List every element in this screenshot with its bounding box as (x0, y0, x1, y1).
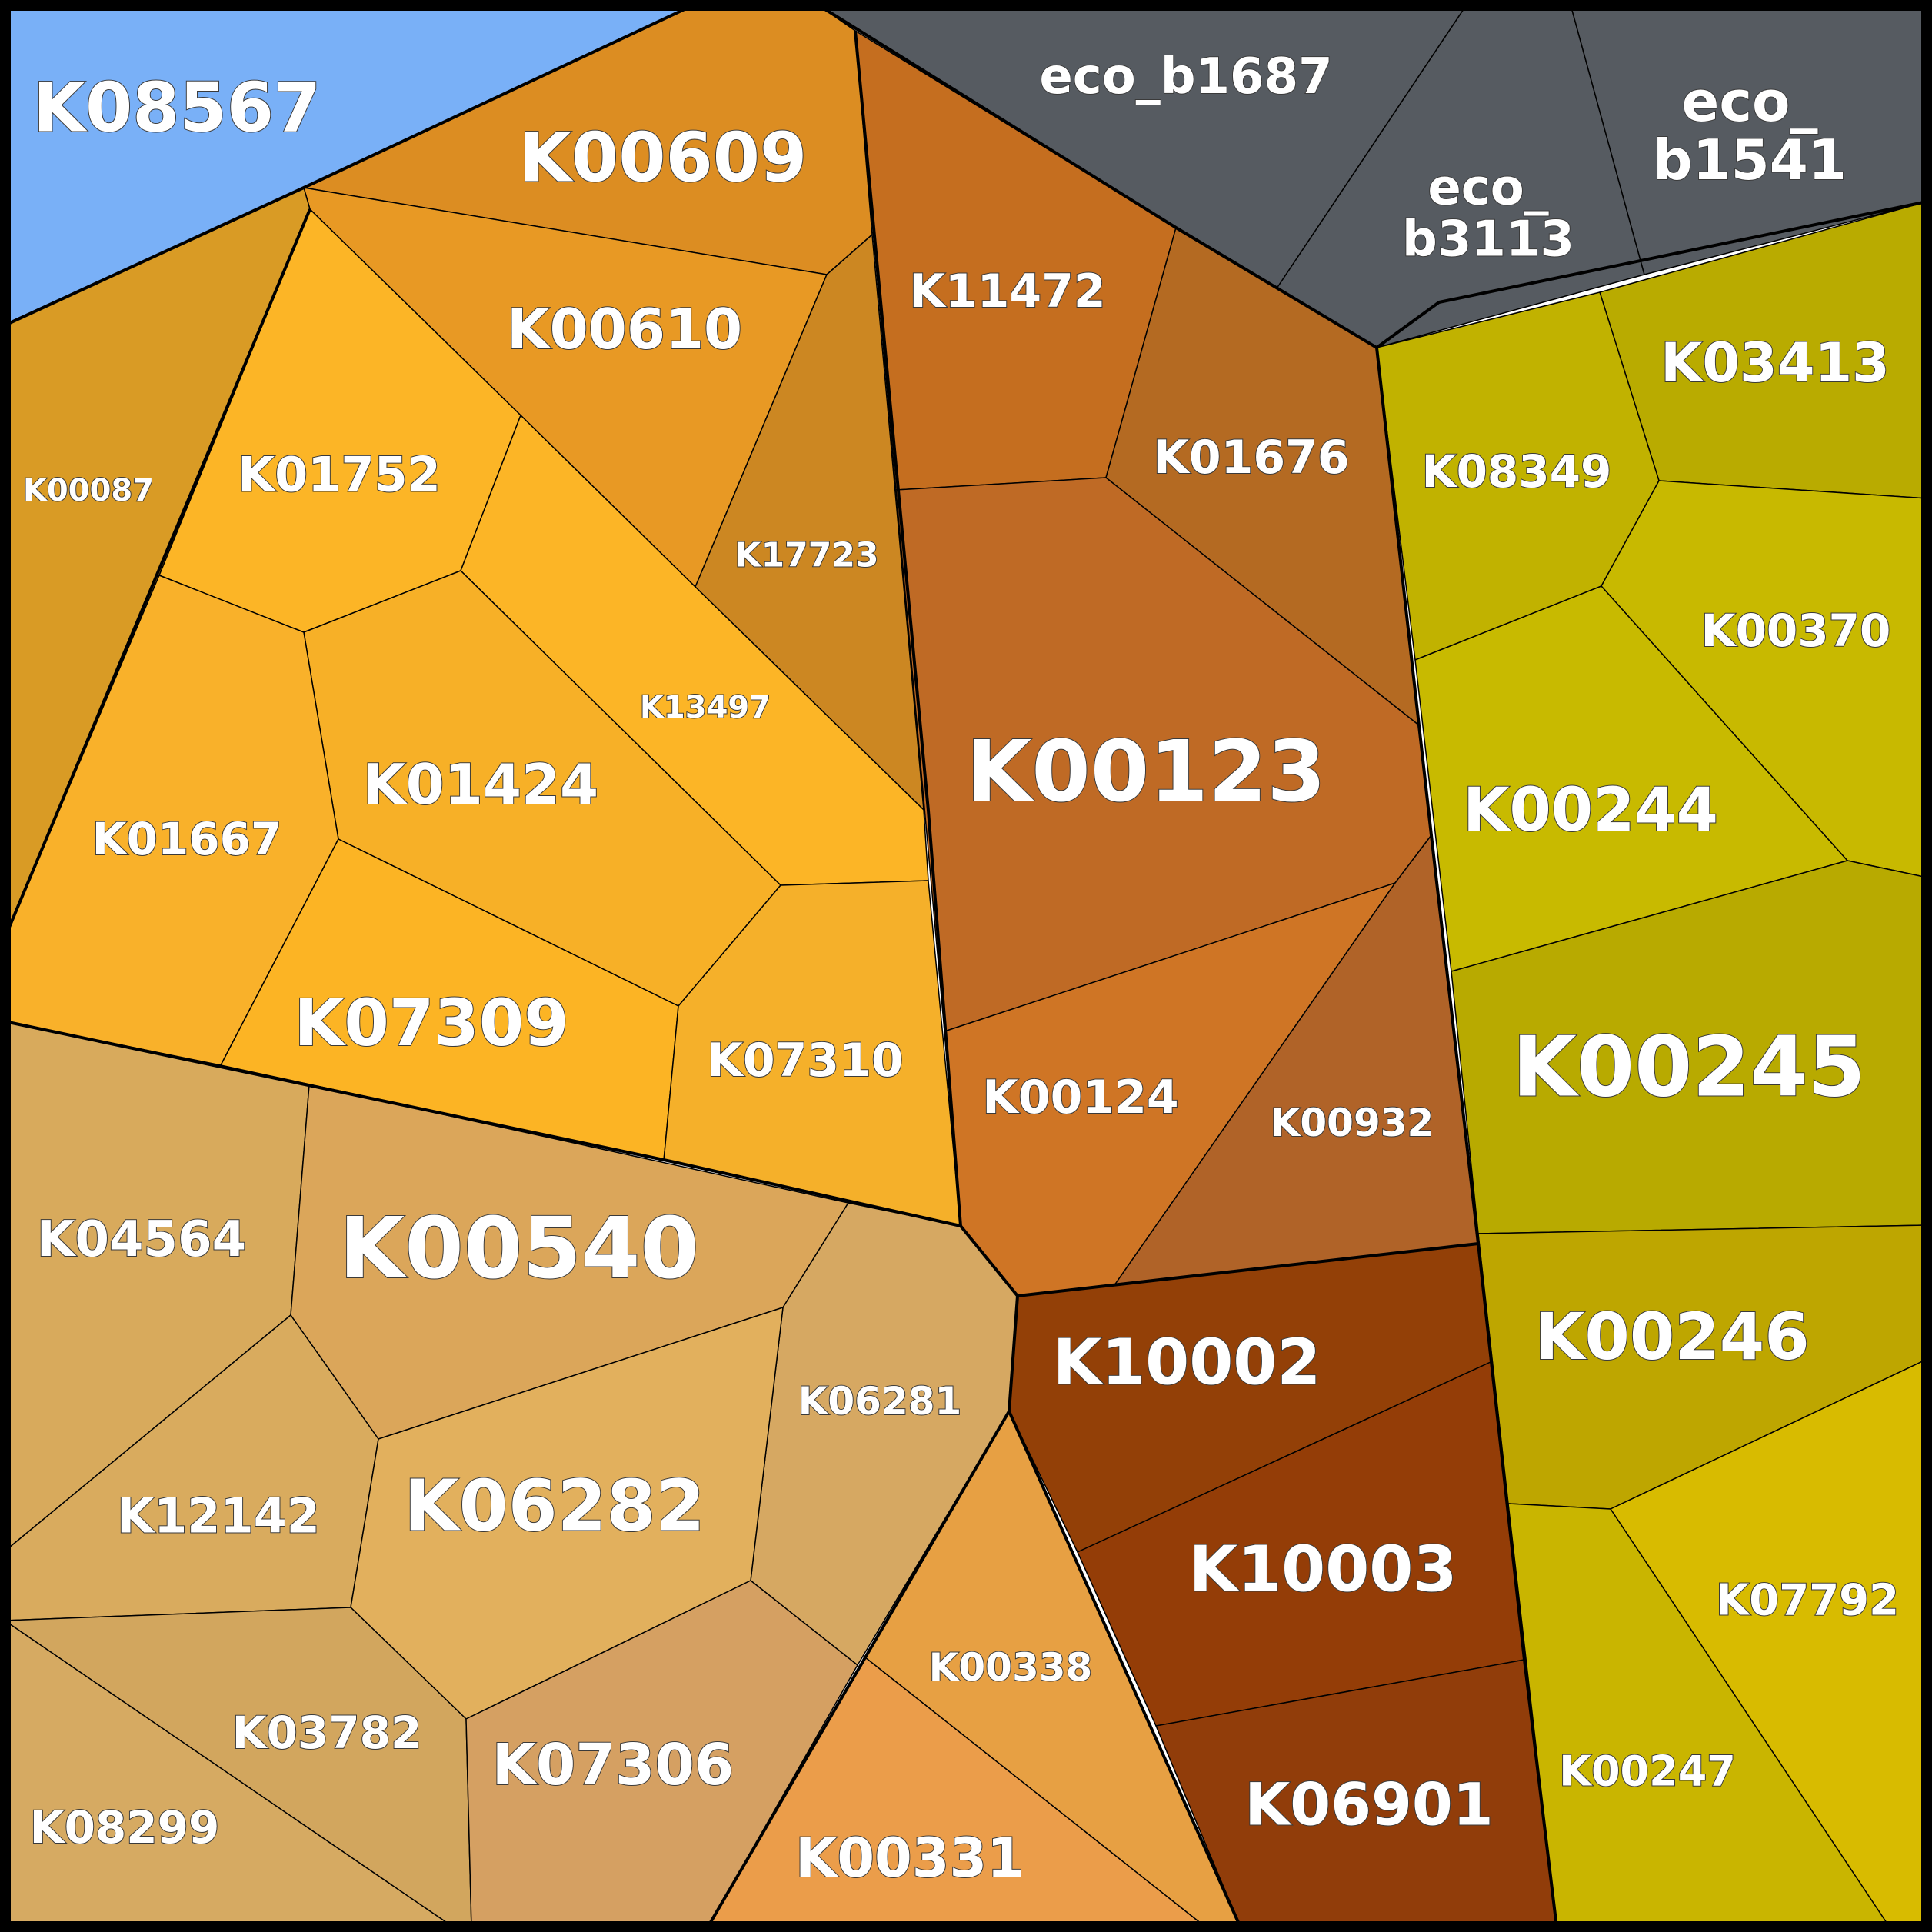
cell-label-k00370: K00370 (1701, 605, 1891, 657)
cell-label-eco-b1687: eco_b1687 (1039, 48, 1332, 105)
cell-label-eco-b3113: eco_ b3113 (1402, 159, 1574, 268)
cell-label-k00540: K00540 (339, 1199, 699, 1297)
cell-label-k00932: K00932 (1271, 1101, 1434, 1145)
cell-label-k01667: K01667 (92, 813, 282, 865)
cell-label-k08349: K08349 (1422, 445, 1612, 498)
cell-label-k10002: K10002 (1053, 1327, 1321, 1400)
group-border-peach (706, 1410, 1011, 1929)
cell-label-k00331: K00331 (795, 1827, 1024, 1890)
cell-label-k08567: K08567 (33, 68, 321, 148)
cell-label-k04564: K04564 (37, 1211, 246, 1268)
cell-label-k01752: K01752 (238, 447, 441, 503)
cell-label-k00609: K00609 (519, 118, 807, 198)
cell-label-k07310: K07310 (707, 1034, 903, 1088)
cell-label-k00338: K00338 (929, 1645, 1093, 1690)
treemap-cells (4, 4, 1928, 1928)
cell-label-k07306: K07306 (492, 1732, 734, 1798)
cell-label-k07792: K07792 (1716, 1576, 1899, 1626)
cell-label-k08299: K08299 (30, 1801, 220, 1854)
cell-label-k06281: K06281 (798, 1379, 962, 1424)
cell-label-k00247: K00247 (1559, 1747, 1736, 1796)
group-border-amber-diag (3, 208, 311, 939)
cell-label-k13497: K13497 (640, 690, 771, 725)
cell-label-k17723: K17723 (734, 536, 878, 575)
cell-label-k00245: K00245 (1512, 1020, 1865, 1116)
cell-label-k12142: K12142 (117, 1488, 320, 1544)
cell-label-k00246: K00246 (1534, 1299, 1809, 1374)
cell-label-k00244: K00244 (1463, 776, 1718, 845)
cell-label-k00087: K00087 (23, 473, 154, 508)
cell-label-eco-b1541: eco_ b1541 (1653, 69, 1847, 192)
cell-label-k00123: K00123 (966, 722, 1326, 821)
cell-label-k01424: K01424 (363, 752, 598, 817)
cell-label-k06282: K06282 (404, 1465, 705, 1547)
cell-label-k03782: K03782 (232, 1707, 422, 1759)
cell-label-k07309: K07309 (294, 985, 568, 1061)
cell-label-k10003: K10003 (1189, 1534, 1457, 1607)
cell-label-k11472: K11472 (909, 265, 1105, 318)
cell-label-k06901: K06901 (1244, 1770, 1493, 1839)
group-border-amber-bottom (4, 1020, 961, 1227)
treemap-labels: K08567 K00609 K00610 K17723 K00087 K01752 K134… (22, 48, 1900, 1890)
group-border-darkbrown (1017, 1242, 1479, 1297)
group-border-blue (4, 3, 695, 327)
cell-label-k00610: K00610 (507, 297, 742, 361)
cell-label-k03413: K03413 (1661, 331, 1890, 395)
cell-label-k01676: K01676 (1153, 431, 1349, 485)
cell-label-k00124: K00124 (982, 1071, 1178, 1124)
group-border-peach-right (1008, 1411, 1242, 1928)
group-borders (3, 3, 1928, 1929)
